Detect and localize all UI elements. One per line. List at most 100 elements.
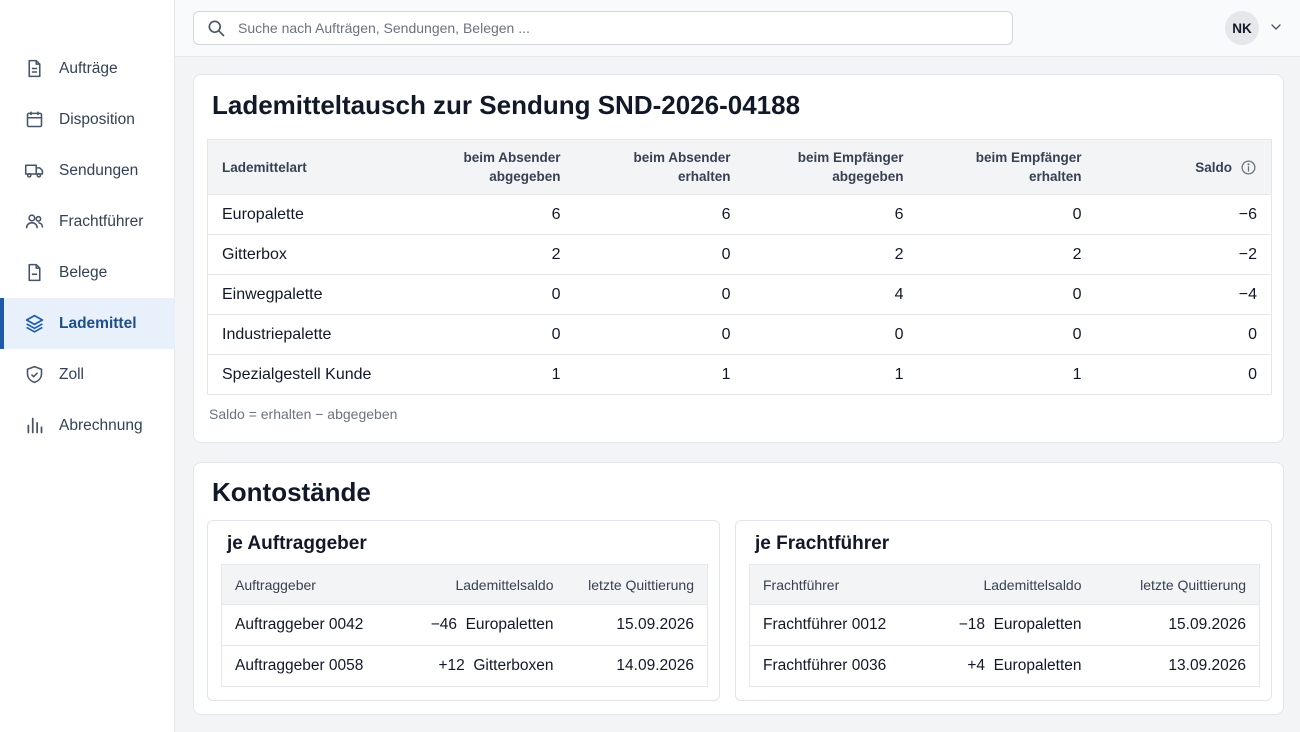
sidebar-item-label: Aufträge [59,59,118,77]
layers-icon [23,313,45,335]
column-header-sender-given: beim Absender abgegeben [403,139,575,195]
cell-name: Frachtführer 0036 [763,657,887,674]
cell-recipient-given: 6 [744,194,918,235]
table-row: Europalette 6 6 6 0 −6 [207,194,1272,235]
cell-balance: −46 Europaletten [411,604,567,646]
info-icon[interactable] [1240,159,1257,176]
sidebar: Aufträge Disposition Sendungen Frachtfüh… [0,0,175,732]
column-header-name: Auftraggeber [221,564,412,605]
cell-sender-received: 0 [574,314,745,355]
table-row: Spezialgestell Kunde 1 1 1 1 0 [208,355,1272,395]
truck-icon [23,160,45,182]
topbar: NK [175,0,1300,57]
cell-sender-received: 0 [574,234,745,275]
cell-receipt: 15.09.2026 [566,604,708,646]
sidebar-item-disposition[interactable]: Disposition [0,94,175,145]
table-header-row: Auftraggeber Lademittelsaldo letzte Quit… [221,564,708,605]
column-header-name: Frachtführer [749,564,940,605]
cell-type: Gitterbox [207,234,404,275]
sidebar-nav: Aufträge Disposition Sendungen Frachtfüh… [0,43,175,451]
sidebar-item-sendungen[interactable]: Sendungen [0,145,175,196]
panel-title: je Auftraggeber [227,533,367,554]
cell-recipient-received: 2 [917,234,1096,275]
cell-type: Spezialgestell Kunde [222,365,372,383]
search-input[interactable] [238,20,978,36]
column-header-balance: Lademittelsaldo [939,564,1095,605]
sidebar-item-label: Belege [59,263,108,281]
cell-name: Frachtführer 0012 [749,604,940,646]
avatar[interactable]: NK [1225,11,1259,45]
column-header-sender-received: beim Absender erhalten [574,139,745,195]
balances-card: Kontostände je Auftraggeber Auftraggeber… [193,462,1284,715]
carriers-table: Frachtführer Lademittelsaldo letzte Quit… [749,564,1260,687]
table-header-row: Lademittelart beim Absender abgegeben bei… [207,139,1272,195]
cell-sender-received: 6 [574,194,745,235]
cell-receipt: 14.09.2026 [616,657,694,674]
sidebar-item-auftraege[interactable]: Aufträge [0,43,175,94]
cell-balance: +12 Gitterboxen [438,657,554,674]
column-header-saldo: Saldo [1095,139,1272,195]
table-row[interactable]: Frachtführer 0012 −18 Europaletten 15.09… [749,604,1260,646]
search-box[interactable] [193,11,1013,45]
cell-type: Europalette [207,194,404,235]
cell-recipient-received: 1 [1072,365,1082,383]
column-header-recipient-given: beim Empfänger abgegeben [744,139,918,195]
clients-panel: je Auftraggeber Auftraggeber Lademittels… [207,520,720,701]
cell-sender-given: 0 [403,314,575,355]
table-header-row: Frachtführer Lademittelsaldo letzte Quit… [749,564,1260,605]
column-header-balance: Lademittelsaldo [411,564,567,605]
panel-title: je Frachtführer [755,533,890,554]
table-row: Gitterbox 2 0 2 2 −2 [207,234,1272,275]
cell-type: Einwegpalette [207,274,404,315]
clients-table: Auftraggeber Lademittelsaldo letzte Quit… [221,564,708,687]
sidebar-item-label: Zoll [59,365,84,383]
cell-balance: −18 Europaletten [939,604,1095,646]
cell-sender-received: 0 [574,274,745,315]
sidebar-item-label: Sendungen [59,161,139,179]
document-icon [23,58,45,80]
cell-name: Auftraggeber 0058 [235,657,364,674]
section-title: Kontostände [212,477,371,507]
saldo-note: Saldo = erhalten − abgegeben [209,406,398,422]
cell-receipt: 15.09.2026 [1094,604,1260,646]
cell-saldo: 0 [1095,314,1272,355]
cell-recipient-given: 2 [744,234,918,275]
cell-sender-given: 0 [403,274,575,315]
cell-balance: +4 Europaletten [967,657,1082,674]
sidebar-item-label: Disposition [59,110,135,128]
cell-receipt: 13.09.2026 [1168,657,1246,674]
table-row[interactable]: Auftraggeber 0042 −46 Europaletten 15.09… [221,604,708,646]
cell-sender-given: 6 [403,194,575,235]
column-header-receipt: letzte Quittierung [1094,564,1260,605]
table-row[interactable]: Frachtführer 0036 +4 Europaletten 13.09.… [750,646,1260,687]
users-icon [23,211,45,233]
bar-chart-icon [23,415,45,437]
cell-saldo: −2 [1095,234,1272,275]
table-row[interactable]: Auftraggeber 0058 +12 Gitterboxen 14.09.… [222,646,708,687]
shield-icon [23,364,45,386]
sidebar-item-lademittel[interactable]: Lademittel [0,298,175,349]
cell-recipient-given: 1 [894,365,904,383]
cell-recipient-received: 0 [917,314,1096,355]
cell-saldo: −4 [1095,274,1272,315]
page-title: Lademitteltausch zur Sendung SND-2026-04… [212,90,801,120]
cell-recipient-given: 4 [744,274,918,315]
cell-saldo: −6 [1095,194,1272,235]
cell-recipient-received: 0 [917,274,1096,315]
column-header-receipt: letzte Quittierung [566,564,708,605]
column-header-type: Lademittelart [207,139,404,195]
sidebar-item-zoll[interactable]: Zoll [0,349,175,400]
table-row: Einwegpalette 0 0 4 0 −4 [207,274,1272,315]
chevron-down-icon[interactable] [1268,19,1284,35]
calendar-icon [23,109,45,131]
carriers-panel: je Frachtführer Frachtführer Lademittels… [735,520,1272,701]
sidebar-item-frachtfuehrer[interactable]: Frachtführer [0,196,175,247]
cell-recipient-given: 0 [744,314,918,355]
sidebar-item-abrechnung[interactable]: Abrechnung [0,400,175,451]
cell-sender-given: 2 [403,234,575,275]
sidebar-item-belege[interactable]: Belege [0,247,175,298]
sidebar-item-label: Abrechnung [59,416,143,434]
table-row: Industriepalette 0 0 0 0 0 [207,314,1272,355]
cell-sender-given: 1 [551,365,561,383]
cell-saldo: 0 [1248,365,1257,383]
